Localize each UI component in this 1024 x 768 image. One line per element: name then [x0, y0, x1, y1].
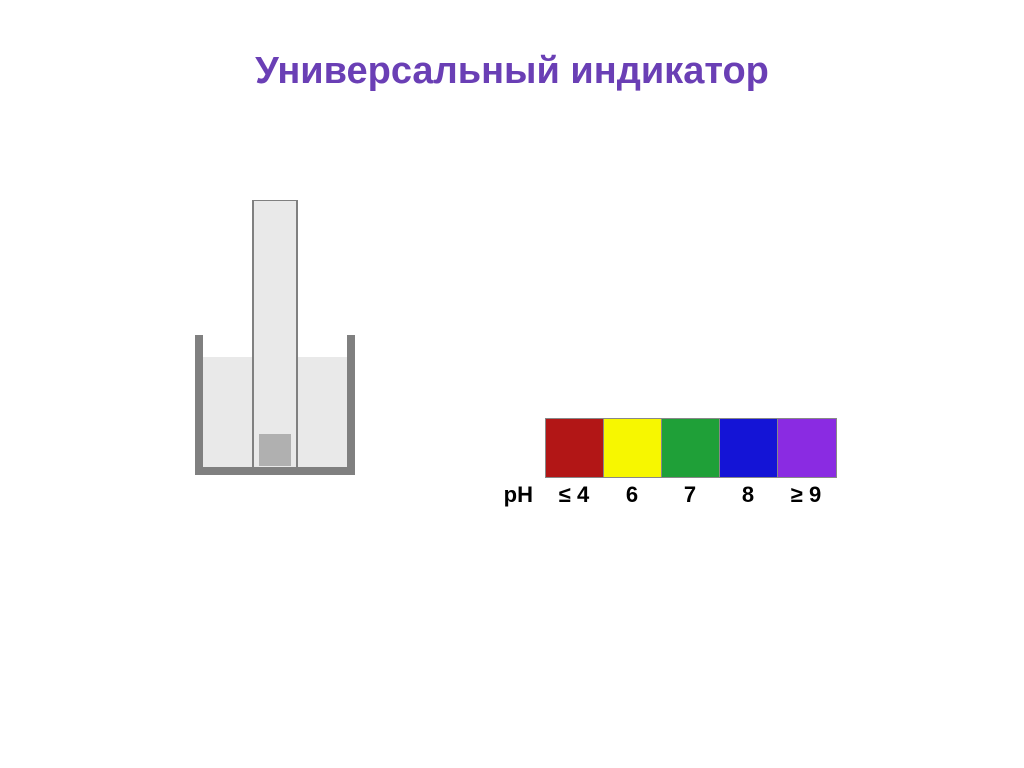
ph-color-scale: [545, 418, 837, 478]
ph-value-label-3: 8: [719, 482, 777, 508]
beaker-wall-bottom: [195, 467, 355, 475]
indicator-strip: [253, 200, 297, 470]
indicator-strip-tip: [259, 434, 291, 466]
beaker-diagram: [191, 200, 359, 479]
ph-swatch-3: [720, 419, 778, 477]
beaker-wall-right: [347, 335, 355, 475]
ph-value-label-4: ≥ 9: [777, 482, 835, 508]
ph-swatch-4: [778, 419, 836, 477]
ph-value-label-1: 6: [603, 482, 661, 508]
ph-swatch-0: [546, 419, 604, 477]
ph-value-label-0: ≤ 4: [545, 482, 603, 508]
ph-value-label-2: 7: [661, 482, 719, 508]
page-title: Универсальный индикатор: [0, 50, 1024, 93]
ph-swatch-1: [604, 419, 662, 477]
ph-labels-row: pH ≤ 4678≥ 9: [493, 482, 835, 508]
beaker-wall-left: [195, 335, 203, 475]
ph-swatch-2: [662, 419, 720, 477]
ph-prefix-label: pH: [493, 482, 533, 508]
